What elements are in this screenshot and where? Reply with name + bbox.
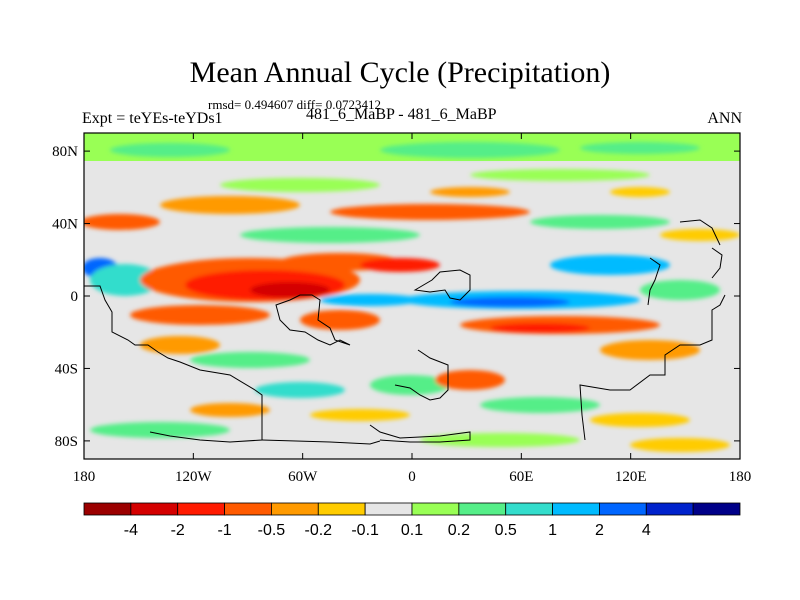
anomaly-patch — [450, 297, 570, 307]
colorbar-swatch — [692, 502, 741, 516]
anomaly-patch — [480, 397, 600, 413]
anomaly-patch — [110, 143, 230, 157]
coastline — [413, 269, 471, 301]
anomaly-patch — [360, 258, 440, 272]
colorbar-swatch — [317, 502, 366, 516]
left-string: Expt = teYEs-teYDs1 — [82, 110, 223, 127]
colorbar-label: -0.1 — [351, 522, 379, 539]
x-tick-label: 120E — [615, 469, 647, 485]
anomaly-patch — [530, 215, 670, 229]
colorbar-swatch — [411, 502, 460, 516]
coastline — [275, 294, 351, 346]
right-string: ANN — [707, 110, 742, 127]
chart-title: Mean Annual Cycle (Precipitation) — [189, 56, 611, 89]
anomaly-patch — [240, 227, 420, 243]
colorbar-swatch — [271, 502, 319, 516]
chart-subtitle: rmsd= 0.494607 diff= 0.0723412 — [208, 97, 381, 112]
anomaly-patch — [130, 305, 270, 325]
anomaly-patch — [255, 382, 345, 398]
x-tick-label: 180 — [729, 469, 752, 485]
anomaly-patch — [630, 438, 730, 452]
anomaly-patch — [660, 229, 740, 241]
colorbar-label: -4 — [124, 522, 138, 539]
anomaly-shapes — [84, 142, 740, 452]
colorbar-swatch — [364, 502, 413, 516]
anomaly-patch — [580, 142, 700, 154]
coastline — [394, 349, 449, 401]
anomaly-patch — [250, 282, 330, 298]
anomaly-patch — [590, 413, 690, 427]
center-string: 481_6_MaBP - 481_6_MaBP — [306, 106, 497, 123]
anomaly-patch — [320, 294, 420, 306]
coastline — [579, 294, 726, 441]
coastline — [369, 424, 471, 443]
anomaly-patch — [420, 433, 580, 447]
colorbar-label: -0.5 — [258, 522, 286, 539]
colorbar-swatch — [645, 502, 694, 516]
coastline — [84, 285, 263, 443]
anomaly-patch — [600, 340, 700, 360]
anomaly-patch — [380, 142, 560, 158]
colorbar-swatch — [177, 502, 225, 516]
anomaly-patch — [140, 336, 220, 354]
colorbar-label: 1 — [548, 522, 557, 539]
x-tick-label: 120W — [175, 469, 213, 485]
colorbar-swatch — [83, 502, 132, 516]
anomaly-patch — [640, 280, 720, 300]
coastline — [261, 439, 381, 445]
x-tick-label: 180 — [73, 469, 96, 485]
coastline — [647, 257, 661, 306]
anomaly-patch — [330, 204, 530, 220]
y-tick-label: 80S — [55, 434, 78, 450]
colorbar-swatch — [130, 502, 179, 516]
colorbar-swatch — [224, 502, 272, 516]
x-tick-label: 0 — [408, 469, 416, 485]
colorbar-label: 4 — [642, 522, 651, 539]
y-tick-label: 40S — [55, 361, 78, 377]
anomaly-patch — [90, 422, 230, 438]
x-tick-label: 60W — [288, 469, 318, 485]
axes: 180 120W 60W 0 60E 120E 180 80N 40N 0 40S 80S — [52, 133, 751, 485]
anomaly-patch — [190, 352, 310, 368]
colorbar-label: 2 — [595, 522, 604, 539]
colorbar-swatch — [599, 502, 647, 516]
colorbar-label: -1 — [217, 522, 231, 539]
coastlines — [84, 219, 726, 445]
x-tick-label: 60E — [509, 469, 533, 485]
anomaly-patch — [490, 323, 590, 333]
anomaly-patch — [84, 214, 160, 230]
colorbar-label: 0.1 — [401, 522, 423, 539]
anomaly-patch — [370, 375, 450, 395]
colorbar-swatch — [552, 502, 600, 516]
anomaly-patch — [90, 264, 160, 296]
anomaly-patch — [550, 255, 670, 275]
colorbar-label: 0.2 — [448, 522, 470, 539]
anomaly-patch — [300, 310, 380, 330]
anomaly-patch — [310, 409, 410, 421]
anomaly-patch — [220, 178, 380, 192]
anomaly-patch — [470, 169, 650, 181]
y-tick-label: 80N — [52, 144, 78, 160]
anomaly-patch — [610, 187, 670, 197]
y-tick-label: 40N — [52, 217, 78, 233]
colorbar: -4 -2 -1 -0.5 -0.2 -0.1 0.1 0.2 0.5 1 2 4 — [83, 502, 741, 539]
colorbar-swatch — [458, 502, 507, 516]
anomaly-patch — [190, 403, 270, 417]
colorbar-label: 0.5 — [495, 522, 517, 539]
anomaly-patch — [430, 187, 510, 197]
colorbar-label: -0.2 — [304, 522, 332, 539]
map-area — [84, 133, 740, 459]
colorbar-label: -2 — [171, 522, 185, 539]
coastline — [711, 247, 723, 279]
coastline — [679, 219, 721, 246]
colorbar-swatch — [505, 502, 553, 516]
y-tick-label: 0 — [71, 289, 79, 305]
anomaly-patch — [435, 370, 505, 390]
anomaly-patch — [160, 196, 300, 214]
